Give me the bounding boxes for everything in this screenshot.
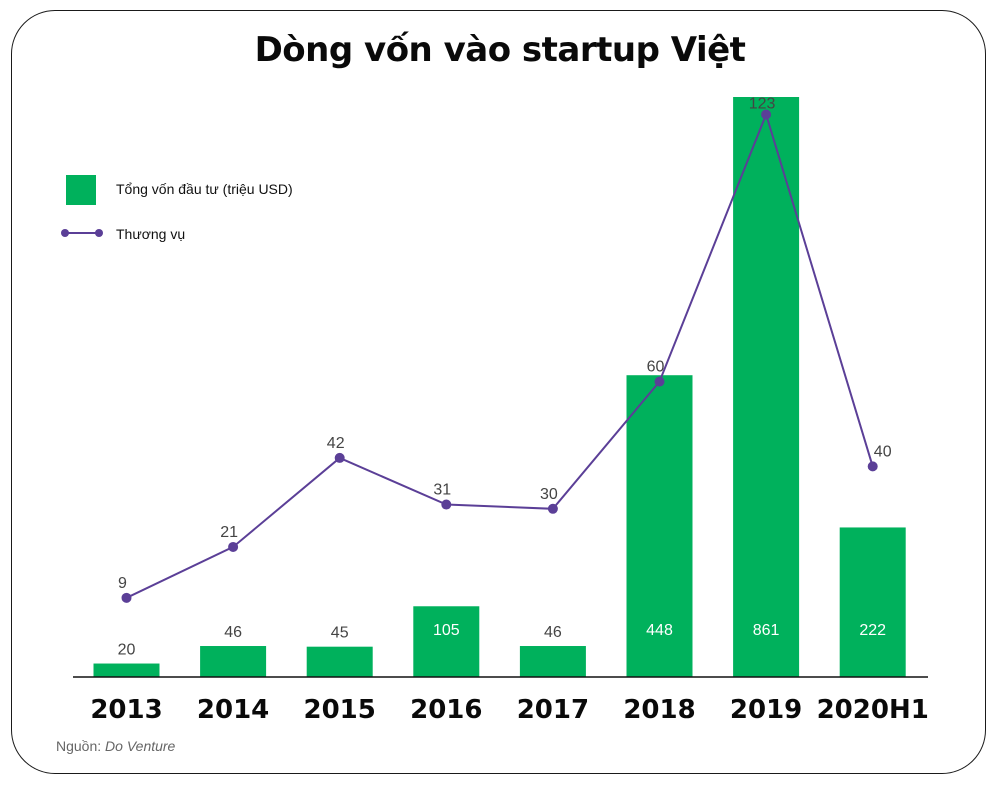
legend-line-dot-right (95, 229, 103, 237)
source-note: Nguồn: Do Venture (56, 738, 175, 754)
line-value-label-2018: 60 (647, 359, 665, 376)
bar-2015 (306, 646, 373, 677)
bar-value-label-2018: 448 (646, 622, 673, 639)
bar-value-label-2013: 20 (118, 642, 136, 659)
bar-value-label-2020H1: 222 (859, 622, 886, 639)
bar-value-label-2015: 45 (331, 625, 349, 642)
chart-title: Dòng vốn vào startup Việt (254, 30, 746, 70)
line-point-2016 (441, 499, 452, 510)
category-label-2013: 2013 (90, 695, 162, 725)
bar-2020H1 (839, 527, 906, 677)
source-name: Do Venture (105, 738, 176, 754)
bar-value-label-2016: 105 (433, 622, 460, 639)
bar-2018 (626, 375, 693, 677)
line-point-2020H1 (867, 461, 878, 472)
legend-line-swatch (61, 229, 103, 237)
category-label-2019: 2019 (730, 695, 802, 725)
source-prefix: Nguồn: (56, 738, 102, 754)
category-label-2014: 2014 (197, 695, 269, 725)
line-value-label-2015: 42 (327, 435, 345, 452)
legend-bar-swatch (66, 175, 96, 205)
line-point-2019 (761, 109, 772, 120)
line-value-label-2014: 21 (220, 524, 238, 541)
line-point-2017 (547, 503, 558, 514)
line-value-label-2020H1: 40 (874, 443, 892, 460)
line-value-label-2017: 30 (540, 486, 558, 503)
bar-2019 (733, 97, 800, 677)
legend-bar-label: Tổng vốn đầu tư (triệu USD) (116, 181, 293, 197)
category-label-2018: 2018 (623, 695, 695, 725)
line-point-2018 (654, 376, 665, 387)
bar-value-label-2019: 861 (753, 622, 780, 639)
bar-2017 (519, 646, 586, 677)
bar-value-label-2017: 46 (544, 624, 562, 641)
line-point-2014 (228, 541, 239, 552)
line-value-label-2016: 31 (433, 482, 451, 499)
category-label-2020H1: 2020H1 (817, 695, 929, 725)
chart-frame (11, 10, 986, 774)
category-label-2016: 2016 (410, 695, 482, 725)
line-value-label-2019: 123 (749, 95, 776, 112)
legend-line-label: Thương vụ (116, 226, 186, 242)
legend-line-dot-left (61, 229, 69, 237)
bar-2016 (413, 606, 480, 677)
bar-value-label-2014: 46 (224, 624, 242, 641)
bar-2014 (200, 646, 267, 677)
category-label-2015: 2015 (304, 695, 376, 725)
deal-count-line (126, 111, 874, 599)
bar-2013 (93, 663, 160, 677)
category-label-2017: 2017 (517, 695, 589, 725)
line-point-2015 (334, 452, 345, 463)
line-value-label-2013: 9 (118, 575, 127, 592)
line-point-2013 (121, 592, 132, 603)
